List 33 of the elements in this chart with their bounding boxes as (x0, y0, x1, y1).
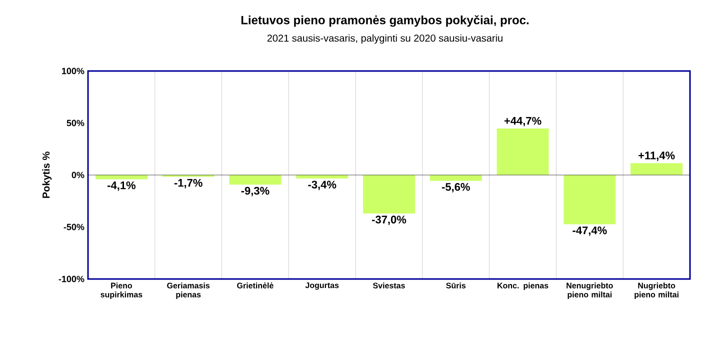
y-tick-label: 100% (62, 68, 84, 74)
bar (630, 163, 683, 175)
data-label: -9,3% (241, 186, 270, 196)
y-tick-label: -100% (58, 276, 84, 282)
x-tick-label: Geriamasis pienas (167, 282, 210, 299)
y-tick-label: 50% (66, 120, 84, 126)
bar (564, 174, 616, 224)
x-tick-label: Pieno supirkimas (100, 282, 142, 299)
x-tick-label: Konc. pienas (498, 282, 548, 290)
x-tick-label: Nugriebto pieno miltai (634, 282, 678, 299)
bar (496, 128, 549, 175)
x-tick-label: Jogurtas (305, 282, 339, 290)
data-label: +11,4% (638, 152, 675, 161)
x-tick-label: Nenugriebto pieno miltai (566, 282, 613, 299)
x-tick-label: Sūris (446, 282, 466, 288)
x-tick-label: Sviestas (373, 282, 405, 288)
data-label: -1,7% (174, 178, 202, 188)
chart-subtitle: 2021 sausis-vasaris, palyginti su 2020 sausiu-vasariu (267, 34, 502, 44)
bar (430, 174, 482, 181)
bar (229, 174, 282, 185)
y-tick-label: 0% (72, 172, 84, 178)
bar (363, 174, 415, 214)
x-tick-label: Grietinėlė (237, 282, 274, 288)
data-label: +44,7% (504, 116, 542, 126)
data-label: -3,4% (308, 180, 336, 190)
y-tick-label: -50% (64, 224, 84, 230)
y-axis-title: Pokytis % (42, 152, 52, 198)
data-label: -47,4% (572, 226, 607, 236)
bar (95, 174, 148, 180)
chart-title: Lietuvos pieno pramonės gamybos pokyčiai, proc. (241, 15, 529, 27)
data-label: -4,1% (108, 181, 136, 191)
data-label: -5,6% (442, 183, 470, 192)
data-label: -37,0% (372, 216, 406, 226)
